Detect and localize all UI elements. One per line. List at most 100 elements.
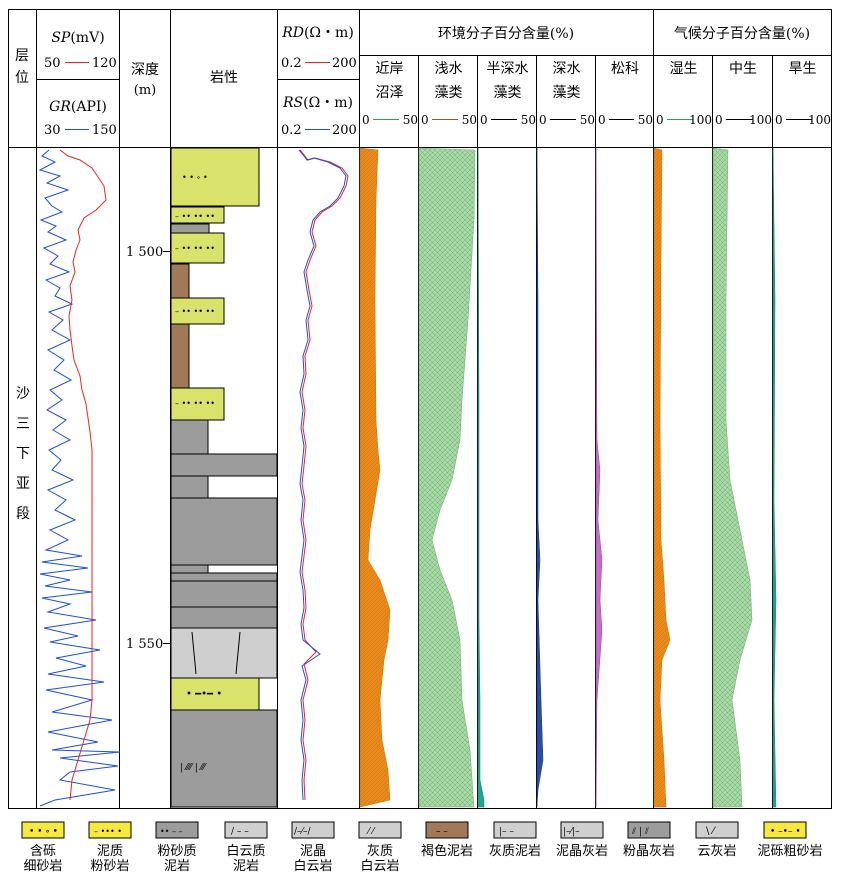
legend-swatch-argillaceous-siltstone [88,821,132,839]
sp-header: SP(mV) [51,30,104,46]
curve-mesophyte [712,147,753,808]
litho-gravel-fine-sandstone [170,147,260,207]
litho-dolomitic-mudstone [170,580,278,608]
curve-semi-deep-algae [477,147,485,808]
legend-label-6: 褐色泥岩 [421,843,473,859]
legend-swatch-brown-mudstone [425,821,469,839]
figure-frame [8,9,832,809]
rs-curve [298,149,347,801]
legend-label-4: 泥晶 [300,844,326,859]
legend-swatch-silty-mudstone [155,821,199,839]
litho-symbol: – ••• • [94,827,122,836]
litho-micritic-limestone [170,709,278,808]
litho-symbol: – •• •• •• [175,244,215,253]
litho-symbol: •• – – [160,827,183,836]
gr-curve [38,149,121,807]
layer-header-1: 层 [15,48,29,64]
legend-label-5: 灰质 [367,844,393,859]
litho-argillaceous-siltstone [170,232,225,264]
legend-label-9: 粉晶灰岩 [623,844,675,859]
legend-label-0: 含砾 [30,843,56,859]
litho-symbol: – •• •• •• [175,212,215,221]
layer-header-2: 位 [15,70,29,86]
litho-silty-mudstone [170,223,210,234]
depth-tick-1550: 1 550 [126,637,163,652]
litho-calcareous-mudstone [170,564,209,574]
litho-symbol: • –•– • [770,827,801,837]
pollen-col-2-title-2: 藻类 [494,85,522,101]
litho-brown-mudstone [170,323,190,389]
rd-min: 0.2 [281,56,302,71]
curve-near-shore-swamp [359,147,391,808]
rd-rs-curves [298,149,349,801]
rd-max: 200 [332,56,357,71]
pollen-col-3-max: 50 [580,113,595,127]
pollen-col-0-title-2: 沼泽 [376,85,404,101]
rs-header: RS(Ω・m) [282,95,353,111]
litho-symbol: \ ⁄ [706,826,717,837]
pollen-col-7-min: 0 [775,113,783,127]
litho-symbol: • • ∘ • [182,173,208,182]
pollen-col-3-min: 0 [539,113,547,127]
rd-curve [299,149,349,801]
stratum-char-2: 下 [16,446,30,462]
litho-symbol: |– – [499,827,514,837]
litho-argillaceous-siltstone [170,297,225,325]
gr-header: GR(API) [49,99,107,115]
sp-gr-curves [38,149,121,807]
stratum-char-1: 三 [16,416,30,432]
litho-symbol: • • ∘ • [29,827,58,837]
gr-max: 150 [92,123,117,138]
sp-curve [59,149,107,801]
legend-label-4-2: 白云岩 [293,858,332,874]
legend-label-3: 白云质 [226,843,265,859]
env-group-title: 环境分子百分含量(%) [438,26,574,42]
pollen-col-5-max: 100 [689,113,712,127]
curve-deep-algae [536,147,544,808]
pollen-col-7-max: 100 [808,113,831,127]
litho-symbol: ⁄ ⁄ [366,827,376,837]
litho-symbol [191,631,197,675]
curve-hygrophyte [653,147,671,808]
litho-symbol: /–⁄–/ [294,827,312,837]
legend-swatch-powder-crystal-limestone [627,821,671,839]
pollen-col-1-min: 0 [421,113,429,127]
legend-label-1-2: 粉砂岩 [90,859,129,874]
pollen-col-6-max: 100 [749,113,772,127]
pollen-col-4-min: 0 [598,113,606,127]
sp-max: 120 [92,56,117,71]
legend-swatch-calcareous-mudstone [493,821,537,839]
depth-header-1: 深度 [131,62,159,78]
litho-symbol [235,631,241,675]
litho-symbol: ⫽ | ⫽ [631,827,649,837]
gr-min: 30 [44,123,61,138]
pollen-col-2-min: 0 [480,113,488,127]
legend-label-7: 灰质泥岩 [489,844,541,859]
pollen-col-1-title: 浅水 [435,61,463,77]
pollen-col-5-min: 0 [656,113,664,127]
litho-symbol: – – [436,827,448,837]
pollen-curves [359,147,777,808]
pollen-col-0-title: 近岸 [376,61,404,77]
lithology-legend: • • ∘ • – ••• • •• – – / – – /–⁄–/ ⁄ ⁄ –… [21,821,823,874]
litho-calcareous-dolomite [170,606,278,629]
rs-min: 0.2 [281,123,302,138]
legend-label-10: 云灰岩 [697,844,736,859]
stratum-char-4: 段 [16,506,30,522]
litho-symbol: – •• •• •• [175,307,215,316]
litho-micritic-limestone [170,453,278,477]
depth-header-2: (m) [134,83,156,98]
legend-label-5-2: 白云岩 [360,858,399,874]
litho-argillaceous-siltstone [170,206,225,224]
legend-label-1: 泥质 [97,844,123,859]
pollen-col-3-title: 深水 [553,61,581,77]
pollen-col-1-max: 50 [462,113,477,127]
legend-swatch-muddy-gravel-coarse-sandstone [763,821,807,839]
curve-pine [595,147,603,808]
pollen-col-2-max: 50 [521,113,536,127]
litho-symbol: | ⁄⁄⁄⁄ | ⁄⁄⁄ [180,763,208,773]
